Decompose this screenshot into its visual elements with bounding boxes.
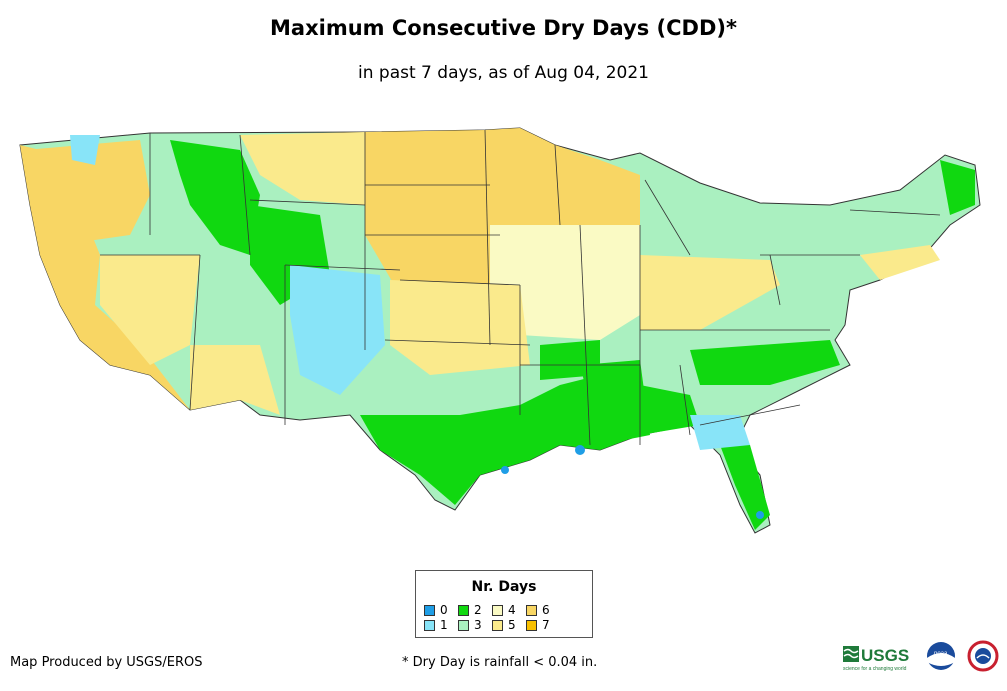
- legend-label: 4: [508, 603, 516, 617]
- region-florida-wet: [720, 445, 770, 530]
- region-georgia-wet: [690, 415, 750, 450]
- noaa-logo-text: noaa: [934, 651, 948, 657]
- legend-swatch: [424, 605, 435, 616]
- legend-item-2: 2: [458, 604, 482, 616]
- legend-title: Nr. Days: [471, 579, 537, 595]
- region-arizona-dry: [190, 345, 280, 415]
- agency-logos: USGS science for a changing world noaa: [843, 640, 999, 672]
- speck-louisiana: [575, 445, 585, 455]
- legend-swatch: [526, 620, 537, 631]
- legend-swatch: [458, 605, 469, 616]
- usgs-logo: USGS science for a changing world: [843, 646, 909, 672]
- region-ohio-valley-dry: [640, 255, 780, 330]
- region-kansas-oklahoma-dry: [390, 280, 530, 375]
- legend-label: 7: [542, 618, 550, 632]
- region-northeast-dry: [860, 245, 940, 280]
- legend-swatch: [492, 605, 503, 616]
- legend-label: 2: [474, 603, 482, 617]
- legend-item-7: 7: [526, 619, 550, 631]
- legend-label: 6: [542, 603, 550, 617]
- legend-item-3: 3: [458, 619, 482, 631]
- region-oregon-washington-dry: [25, 140, 150, 245]
- legend-item-1: 1: [424, 619, 448, 631]
- region-iowa-illinois-dry: [490, 225, 640, 340]
- dry-day-note: * Dry Day is rainfall < 0.04 in.: [402, 655, 598, 670]
- legend-label: 5: [508, 618, 516, 632]
- map-subtitle: in past 7 days, as of Aug 04, 2021: [358, 63, 649, 83]
- region-maine-wet: [940, 160, 975, 215]
- legend-label: 1: [440, 618, 448, 632]
- region-montana-east-dry: [240, 132, 365, 205]
- usgs-tagline: science for a changing world: [843, 666, 907, 672]
- noaa-logo: noaa: [927, 642, 955, 670]
- region-rockies-wet: [170, 140, 260, 255]
- legend-swatch: [458, 620, 469, 631]
- region-nevada-dry: [100, 255, 200, 365]
- legend-item-6: 6: [526, 604, 550, 616]
- usgs-logo-text: USGS: [861, 646, 909, 665]
- legend-item-5: 5: [492, 619, 516, 631]
- legend-swatch: [492, 620, 503, 631]
- region-arkansas-wet: [540, 340, 600, 380]
- region-colorado-wet: [290, 265, 385, 395]
- cdd-map: [19, 127, 981, 534]
- legend-item-4: 4: [492, 604, 516, 616]
- speck-texas-coast: [501, 466, 509, 474]
- legend-item-0: 0: [424, 604, 448, 616]
- legend-swatch: [424, 620, 435, 631]
- speck-florida: [756, 511, 764, 519]
- region-mississippi-wet: [580, 360, 650, 445]
- region-washington-wet: [70, 135, 100, 165]
- region-carolinas-wet: [690, 340, 840, 385]
- legend-label: 3: [474, 618, 482, 632]
- state-boundaries: [100, 129, 941, 446]
- legend-swatch: [526, 605, 537, 616]
- legend-label: 0: [440, 603, 448, 617]
- map-title: Maximum Consecutive Dry Days (CDD)*: [270, 16, 737, 40]
- map-credit: Map Produced by USGS/EROS: [10, 655, 203, 670]
- nws-logo: [967, 640, 999, 672]
